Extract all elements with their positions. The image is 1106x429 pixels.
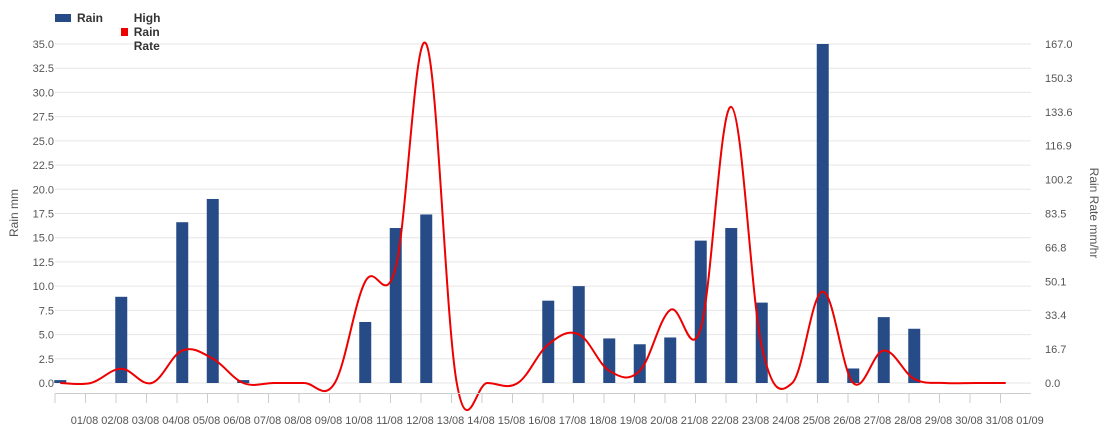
y-right-tick-label: 66.8 bbox=[1045, 242, 1066, 254]
x-tick-label: 01/09 bbox=[1016, 415, 1044, 427]
y-right-tick-label: 50.1 bbox=[1045, 276, 1066, 288]
x-tick-label: 09/08 bbox=[315, 415, 343, 427]
x-tick-label: 30/08 bbox=[955, 415, 983, 427]
y-right-axis-title: Rain Rate mm/hr bbox=[1087, 168, 1101, 259]
x-tick-label: 29/08 bbox=[925, 415, 953, 427]
rain-bar[interactable] bbox=[908, 328, 921, 383]
y-right-tick-label: 33.4 bbox=[1045, 310, 1066, 322]
x-tick-label: 12/08 bbox=[406, 415, 434, 427]
y-right-tick-label: 133.6 bbox=[1045, 107, 1073, 119]
rain-bar[interactable] bbox=[603, 338, 616, 383]
rain-bar[interactable] bbox=[237, 380, 250, 383]
rain-bar[interactable] bbox=[420, 214, 433, 383]
legend-label-high-rain-rate: High Rain Rate bbox=[133, 11, 161, 53]
x-tick-label: 27/08 bbox=[864, 415, 892, 427]
rain-bar[interactable] bbox=[725, 228, 738, 383]
y-left-tick-label: 2.5 bbox=[39, 354, 54, 366]
x-tick-label: 25/08 bbox=[803, 415, 831, 427]
x-tick-label: 23/08 bbox=[742, 415, 770, 427]
y-right-tick-label: 116.9 bbox=[1045, 141, 1072, 153]
x-tick-label: 14/08 bbox=[467, 415, 495, 427]
x-tick-label: 06/08 bbox=[223, 415, 251, 427]
x-tick-label: 26/08 bbox=[833, 415, 861, 427]
rain-bar[interactable] bbox=[816, 44, 829, 383]
x-tick-label: 16/08 bbox=[528, 415, 556, 427]
rain-bar[interactable] bbox=[176, 222, 189, 383]
x-tick-label: 15/08 bbox=[498, 415, 526, 427]
y-left-tick-label: 15.0 bbox=[33, 233, 54, 245]
x-tick-label: 24/08 bbox=[772, 415, 800, 427]
x-tick-label: 31/08 bbox=[986, 415, 1014, 427]
rain-rate-swatch-icon bbox=[121, 28, 128, 36]
x-tick-label: 10/08 bbox=[345, 415, 373, 427]
legend-item-high-rain-rate[interactable]: High Rain Rate bbox=[121, 11, 170, 53]
x-tick-label: 02/08 bbox=[101, 415, 129, 427]
legend-item-rain[interactable]: Rain bbox=[55, 11, 103, 25]
y-left-axis-ticks: 0.0 2.5 5.0 7.5 10.0 12.5 15.0 17.5 20.0 22.5 25.0… bbox=[33, 39, 54, 390]
x-tick-label: 18/08 bbox=[589, 415, 617, 427]
high-rain-rate-line bbox=[60, 41, 1006, 412]
y-left-tick-label: 10.0 bbox=[33, 281, 54, 293]
rain-bar[interactable] bbox=[206, 198, 219, 383]
y-right-axis-ticks: 0.0 16.7 33.4 50.1 66.8 83.5 100.2 116.9 133.6 15… bbox=[1045, 39, 1073, 390]
rain-bar[interactable] bbox=[694, 240, 707, 383]
y-right-tick-label: 16.7 bbox=[1045, 344, 1066, 356]
x-tick-label: 01/08 bbox=[71, 415, 99, 427]
y-right-tick-label: 150.3 bbox=[1045, 73, 1073, 85]
x-axis-ticks: 01/08 02/08 03/08 04/08 05/08 06/08 07/08 08/08… bbox=[54, 393, 1044, 427]
rain-bar[interactable] bbox=[664, 337, 677, 383]
y-left-tick-label: 17.5 bbox=[33, 209, 54, 221]
x-tick-label: 04/08 bbox=[162, 415, 190, 427]
x-tick-label: 05/08 bbox=[193, 415, 221, 427]
legend-label-rain: Rain bbox=[77, 11, 104, 25]
y-left-tick-label: 30.0 bbox=[33, 87, 54, 99]
y-right-tick-label: 0.0 bbox=[1045, 378, 1060, 390]
x-tick-label: 11/08 bbox=[376, 415, 403, 427]
x-tick-label: 19/08 bbox=[620, 415, 648, 427]
y-right-tick-label: 167.0 bbox=[1045, 39, 1073, 51]
x-tick-label: 03/08 bbox=[132, 415, 160, 427]
y-left-tick-label: 7.5 bbox=[39, 305, 54, 317]
y-left-tick-label: 0.0 bbox=[39, 378, 54, 390]
x-tick-label: 08/08 bbox=[284, 415, 312, 427]
y-left-tick-label: 12.5 bbox=[33, 257, 54, 269]
rain-bar[interactable] bbox=[389, 228, 402, 383]
rain-bar[interactable] bbox=[359, 321, 372, 383]
x-tick-label: 21/08 bbox=[681, 415, 709, 427]
rain-bar[interactable] bbox=[542, 300, 555, 383]
y-left-tick-label: 27.5 bbox=[33, 112, 54, 124]
y-left-axis-title: Rain mm bbox=[7, 189, 21, 237]
y-right-tick-label: 83.5 bbox=[1045, 209, 1066, 221]
rain-bar[interactable] bbox=[115, 296, 128, 383]
x-tick-label: 20/08 bbox=[650, 415, 678, 427]
y-left-tick-label: 20.0 bbox=[33, 184, 54, 196]
rain-swatch-icon bbox=[55, 14, 71, 22]
x-tick-label: 17/08 bbox=[559, 415, 587, 427]
x-tick-label: 22/08 bbox=[711, 415, 739, 427]
y-left-tick-label: 35.0 bbox=[33, 39, 54, 51]
x-tick-label: 13/08 bbox=[437, 415, 465, 427]
rain-bar[interactable] bbox=[54, 380, 67, 383]
x-tick-label: 07/08 bbox=[254, 415, 282, 427]
y-left-tick-label: 32.5 bbox=[33, 63, 54, 75]
x-tick-label: 28/08 bbox=[894, 415, 922, 427]
y-left-tick-label: 25.0 bbox=[33, 136, 54, 148]
y-left-tick-label: 22.5 bbox=[33, 160, 54, 172]
y-left-tick-label: 5.0 bbox=[39, 330, 54, 342]
y-right-tick-label: 100.2 bbox=[1045, 175, 1073, 187]
